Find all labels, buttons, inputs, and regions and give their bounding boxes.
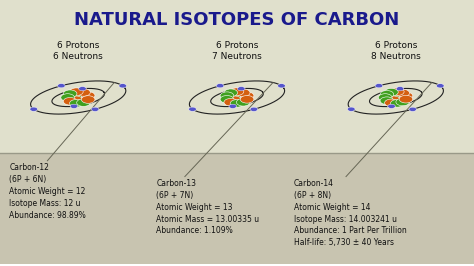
Text: Carbon-13
(6P + 7N)
Atomic Weight = 13
Atomic Mass = 13.00335 u
Abundance: 1.109: Carbon-13 (6P + 7N) Atomic Weight = 13 A…	[156, 179, 260, 235]
Circle shape	[399, 92, 413, 100]
Circle shape	[224, 89, 237, 97]
Text: Carbon-14
(6P + 8N)
Atomic Weight = 14
Isotope Mass: 14.003241 u
Abundance: 1 Pa: Carbon-14 (6P + 8N) Atomic Weight = 14 I…	[294, 179, 407, 247]
Text: NATURAL ISOTOPES OF CARBON: NATURAL ISOTOPES OF CARBON	[74, 11, 400, 28]
Circle shape	[409, 107, 417, 111]
FancyBboxPatch shape	[0, 153, 474, 264]
Circle shape	[237, 98, 250, 106]
Circle shape	[64, 98, 77, 105]
Circle shape	[229, 104, 237, 108]
Circle shape	[220, 92, 234, 99]
Circle shape	[77, 89, 91, 96]
Circle shape	[394, 94, 407, 101]
Circle shape	[391, 88, 404, 95]
Circle shape	[380, 90, 394, 98]
Circle shape	[61, 94, 74, 101]
Circle shape	[230, 99, 244, 107]
Circle shape	[396, 98, 410, 106]
Circle shape	[230, 88, 244, 95]
Circle shape	[387, 92, 400, 99]
Circle shape	[220, 95, 234, 103]
Circle shape	[237, 87, 245, 91]
Circle shape	[30, 107, 37, 111]
Circle shape	[396, 87, 404, 91]
Text: 6 Protons
8 Neutrons: 6 Protons 8 Neutrons	[371, 40, 420, 61]
Circle shape	[77, 99, 91, 106]
Circle shape	[375, 84, 383, 88]
Circle shape	[250, 107, 258, 111]
Circle shape	[391, 99, 404, 107]
Circle shape	[91, 107, 99, 111]
Circle shape	[380, 97, 394, 105]
Circle shape	[237, 89, 250, 97]
Circle shape	[69, 96, 82, 103]
Circle shape	[240, 92, 254, 99]
Circle shape	[347, 107, 355, 111]
Circle shape	[216, 84, 224, 88]
Circle shape	[57, 84, 65, 88]
Text: 6 Protons
6 Neutrons: 6 Protons 6 Neutrons	[54, 40, 103, 61]
Circle shape	[240, 95, 254, 103]
Circle shape	[388, 104, 395, 108]
Text: 6 Protons
7 Neutrons: 6 Protons 7 Neutrons	[212, 40, 262, 61]
Circle shape	[70, 104, 78, 108]
Circle shape	[82, 92, 95, 99]
Circle shape	[119, 84, 127, 88]
Circle shape	[76, 94, 90, 101]
Circle shape	[70, 88, 83, 95]
Circle shape	[228, 96, 241, 103]
FancyBboxPatch shape	[0, 0, 474, 153]
Circle shape	[64, 90, 77, 98]
Circle shape	[70, 99, 83, 107]
Circle shape	[437, 84, 444, 88]
Circle shape	[228, 92, 241, 99]
Circle shape	[82, 96, 95, 103]
Circle shape	[384, 99, 398, 107]
Circle shape	[399, 95, 413, 103]
Text: Carbon-12
(6P + 6N)
Atomic Weight = 12
Isotope Mass: 12 u
Abundance: 98.89%: Carbon-12 (6P + 6N) Atomic Weight = 12 I…	[9, 163, 86, 220]
Circle shape	[384, 88, 398, 96]
Circle shape	[235, 94, 248, 101]
Circle shape	[69, 92, 82, 99]
Circle shape	[387, 96, 400, 103]
Circle shape	[396, 89, 410, 97]
Circle shape	[79, 87, 86, 91]
Circle shape	[189, 107, 196, 111]
Circle shape	[278, 84, 285, 88]
Circle shape	[378, 94, 392, 101]
Circle shape	[224, 98, 237, 106]
